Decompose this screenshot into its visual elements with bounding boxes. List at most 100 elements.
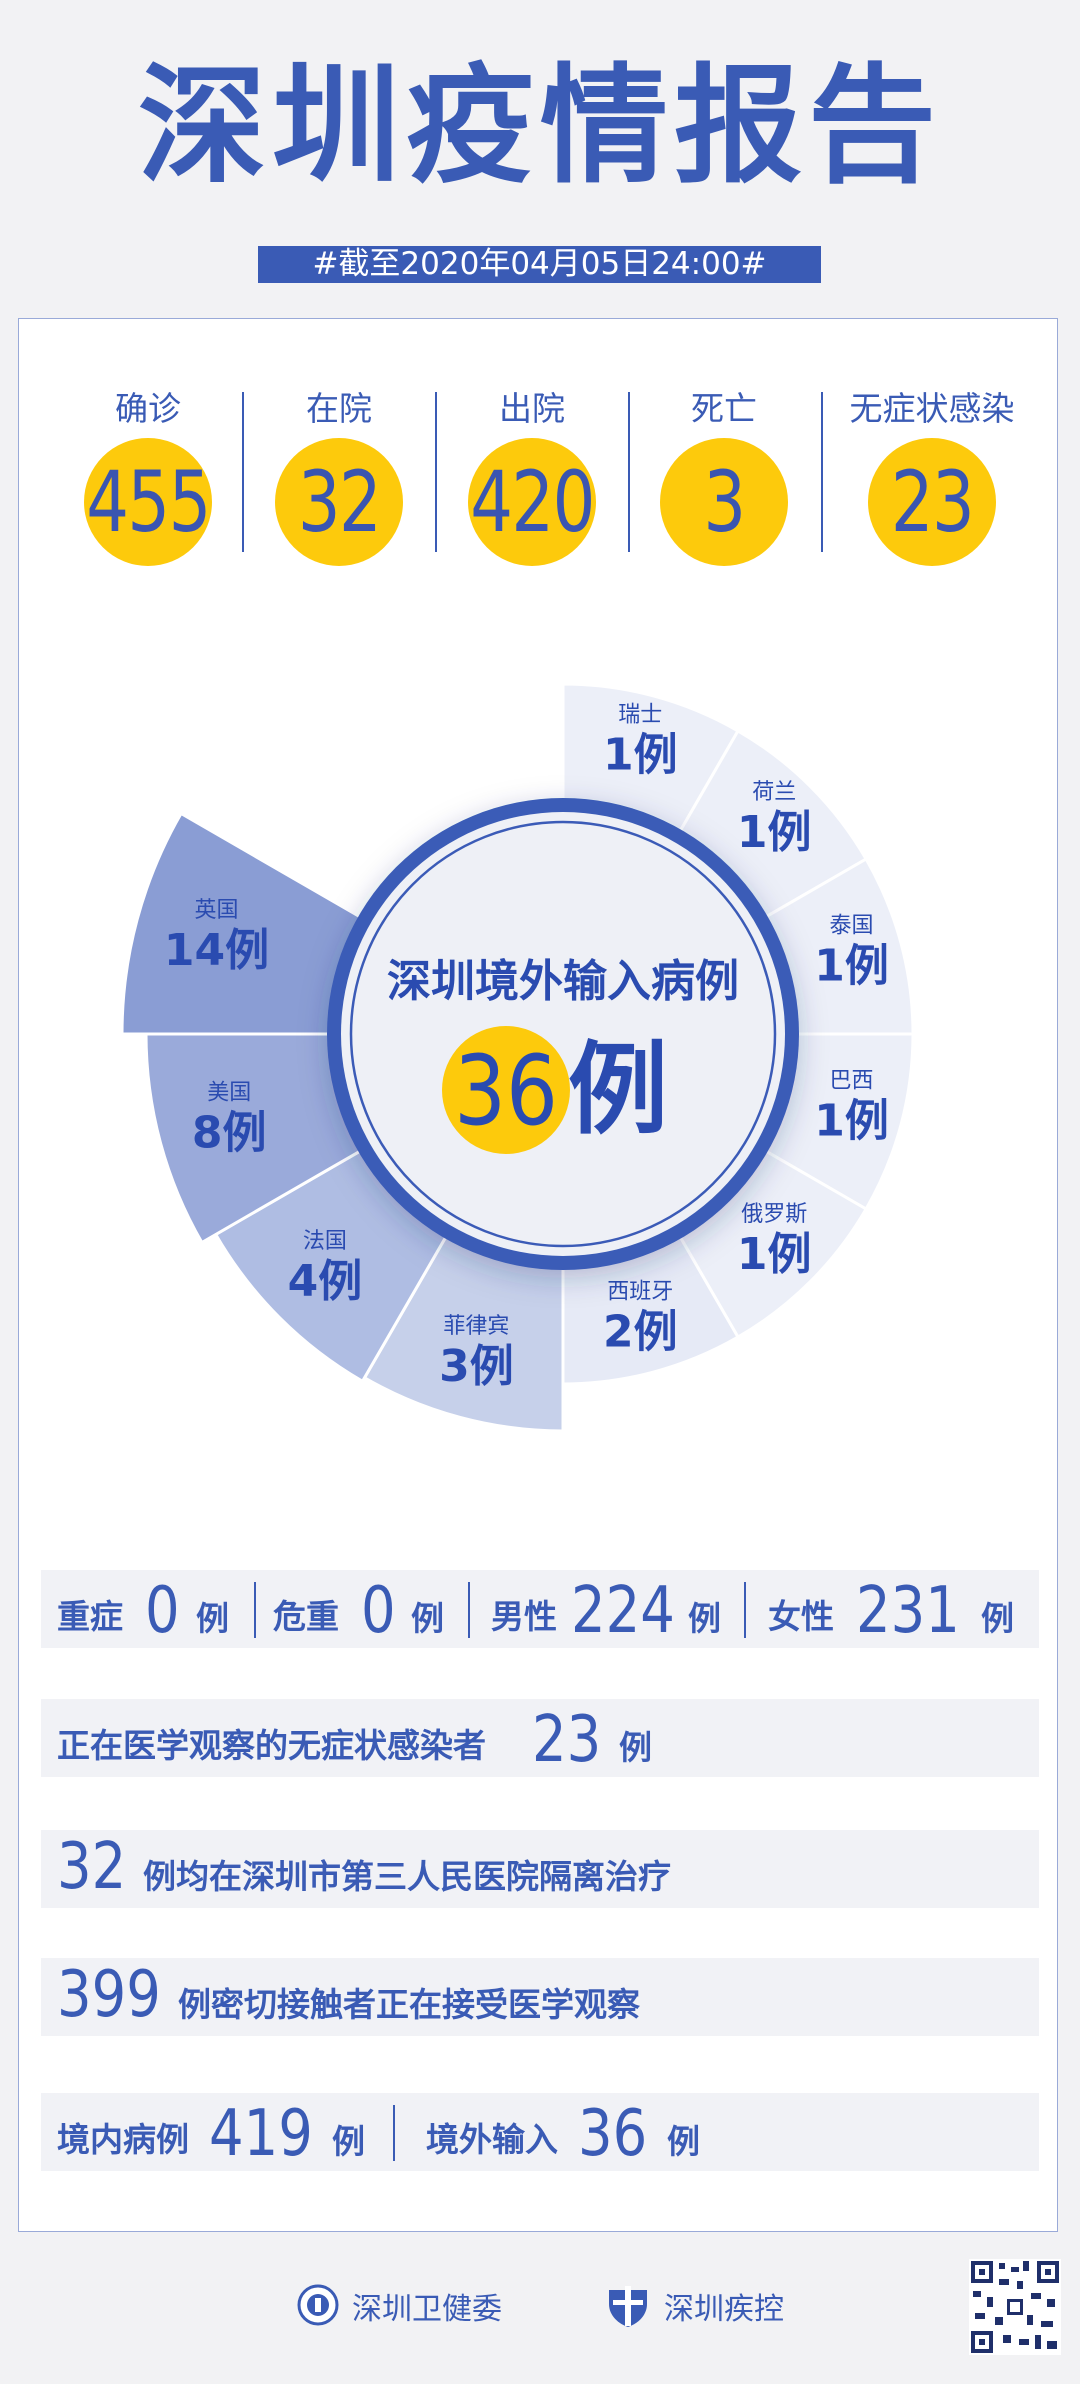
stat-deaths-value: 3	[703, 453, 746, 551]
severe-value: 0	[145, 1574, 180, 1648]
page-title: 深圳疫情报告	[137, 52, 942, 201]
date-banner: #截至2020年04月05日24:00#	[258, 246, 821, 283]
sector-value-label: 1例	[737, 807, 812, 858]
stat-discharged-circle	[468, 438, 596, 566]
sector-unit: 例	[845, 1095, 889, 1146]
stat-deaths-circle	[660, 438, 788, 566]
stat-hospitalized-label: 在院	[306, 389, 372, 428]
sector-label: 西班牙	[607, 1280, 673, 1305]
center-badge: 深圳境外输入病例 36 例	[327, 798, 799, 1270]
stat-asymptomatic-label: 无症状感染	[849, 389, 1015, 428]
asymptomatic-observation-value: 23	[532, 1703, 602, 1777]
imported-cases-rose-chart: 瑞士1例荷兰1例泰国1例巴西1例俄罗斯1例西班牙2例菲律宾3例法国4例美国8例英…	[120, 682, 915, 1433]
sector-unit: 例	[470, 1341, 514, 1392]
sector-label: 美国	[207, 1080, 251, 1105]
female-label: 女性	[768, 1597, 834, 1636]
domestic-label: 境内病例	[57, 2120, 189, 2159]
unit: 例	[196, 1599, 229, 1638]
divider	[468, 1582, 470, 1638]
sector-value-label: 4例	[288, 1256, 363, 1307]
sector-value: 1	[737, 807, 768, 858]
sector-value-label: 1例	[737, 1229, 812, 1280]
sector-label: 巴西	[830, 1068, 874, 1093]
stat-deaths-label: 死亡	[691, 389, 757, 428]
sector-unit: 例	[223, 1107, 267, 1158]
sector-label: 瑞士	[618, 702, 662, 727]
hospital-isolation-row: 32 例均在深圳市第三人民医院隔离治疗	[41, 1830, 1039, 1908]
center-title: 深圳境外输入病例	[387, 956, 739, 1007]
center-unit: 例	[568, 1031, 668, 1148]
case-origin-row: 境内病例 419 例 境外输入 36 例	[41, 2093, 1039, 2171]
close-contacts-row: 399 例密切接触者正在接受医学观察	[41, 1958, 1039, 2036]
stat-confirmed-label: 确诊	[115, 389, 181, 428]
stat-asymptomatic-value: 23	[890, 453, 975, 551]
unit: 例	[332, 2122, 365, 2161]
sector-value-label: 14例	[164, 925, 269, 976]
male-value: 224	[571, 1574, 675, 1648]
severity-gender-row: 重症 0 例 危重 0 例 男性 224 例 女性 231 例	[41, 1570, 1039, 1648]
sector-unit: 例	[768, 807, 812, 858]
hospital-isolation-value: 32	[57, 1830, 127, 1904]
sector-unit: 例	[634, 1307, 678, 1358]
female-value: 231	[856, 1574, 960, 1648]
divider	[821, 392, 823, 552]
domestic-value: 419	[209, 2097, 313, 2171]
sector-value: 2	[603, 1307, 634, 1358]
stat-hospitalized-circle	[275, 438, 403, 566]
stat-discharged-value: 420	[470, 453, 595, 551]
footer-org-health-commission: 深圳卫健委	[352, 2292, 502, 2327]
sector-value: 1	[814, 941, 845, 992]
divider	[744, 1582, 746, 1638]
close-contacts-text: 例密切接触者正在接受医学观察	[178, 1985, 640, 2024]
sector-value: 8	[192, 1107, 223, 1158]
imported-value: 36	[578, 2097, 648, 2171]
hospital-isolation-text: 例均在深圳市第三人民医院隔离治疗	[143, 1857, 671, 1896]
sector-unit: 例	[225, 925, 269, 976]
sector-value-label: 8例	[192, 1107, 267, 1158]
sector-value-label: 2例	[603, 1307, 678, 1358]
sector-unit: 例	[318, 1256, 362, 1307]
asymptomatic-observation-label: 正在医学观察的无症状感染者	[57, 1726, 486, 1765]
unit: 例	[688, 1599, 721, 1638]
sector-value-label: 1例	[814, 1095, 889, 1146]
stat-hospitalized-value: 32	[297, 453, 382, 551]
divider	[242, 392, 244, 552]
sector-unit: 例	[768, 1229, 812, 1280]
sector-label: 俄罗斯	[741, 1202, 807, 1227]
stat-confirmed-value: 455	[86, 453, 211, 551]
report-card	[18, 318, 1058, 2232]
unit: 例	[411, 1599, 444, 1638]
divider	[628, 392, 630, 552]
sector-value: 1	[737, 1229, 768, 1280]
divider	[393, 2105, 395, 2161]
cdc-shield-logo-icon	[609, 2286, 647, 2327]
asymptomatic-observation-row: 正在医学观察的无症状感染者 23 例	[41, 1699, 1039, 1777]
stat-asymptomatic-circle	[868, 438, 996, 566]
sector-unit: 例	[845, 941, 889, 992]
critical-value: 0	[361, 1574, 396, 1648]
stat-discharged-label: 出院	[499, 389, 565, 428]
sector-label: 菲律宾	[443, 1314, 509, 1339]
sector-label: 法国	[303, 1229, 347, 1254]
close-contacts-value: 399	[57, 1958, 161, 2032]
footer-org-cdc: 深圳疾控	[664, 2292, 784, 2327]
stat-confirmed-circle	[84, 438, 212, 566]
sector-value: 1	[814, 1095, 845, 1146]
sector-value: 14	[164, 925, 225, 976]
unit: 例	[981, 1599, 1014, 1638]
critical-label: 危重	[273, 1597, 339, 1636]
center-inner-ring	[349, 820, 777, 1248]
male-label: 男性	[491, 1597, 557, 1636]
sector-value-label: 3例	[439, 1341, 514, 1392]
imported-label: 境外输入	[426, 2120, 558, 2159]
unit: 例	[619, 1728, 652, 1767]
divider	[435, 392, 437, 552]
sector-value-label: 1例	[603, 729, 678, 780]
center-value: 36	[454, 1036, 558, 1148]
sector-value: 4	[288, 1256, 319, 1307]
divider	[254, 1582, 256, 1638]
qr-code-icon[interactable]	[969, 2259, 1061, 2355]
sector-label: 泰国	[830, 914, 874, 939]
sector-label: 荷兰	[752, 780, 796, 805]
severe-label: 重症	[57, 1597, 123, 1636]
